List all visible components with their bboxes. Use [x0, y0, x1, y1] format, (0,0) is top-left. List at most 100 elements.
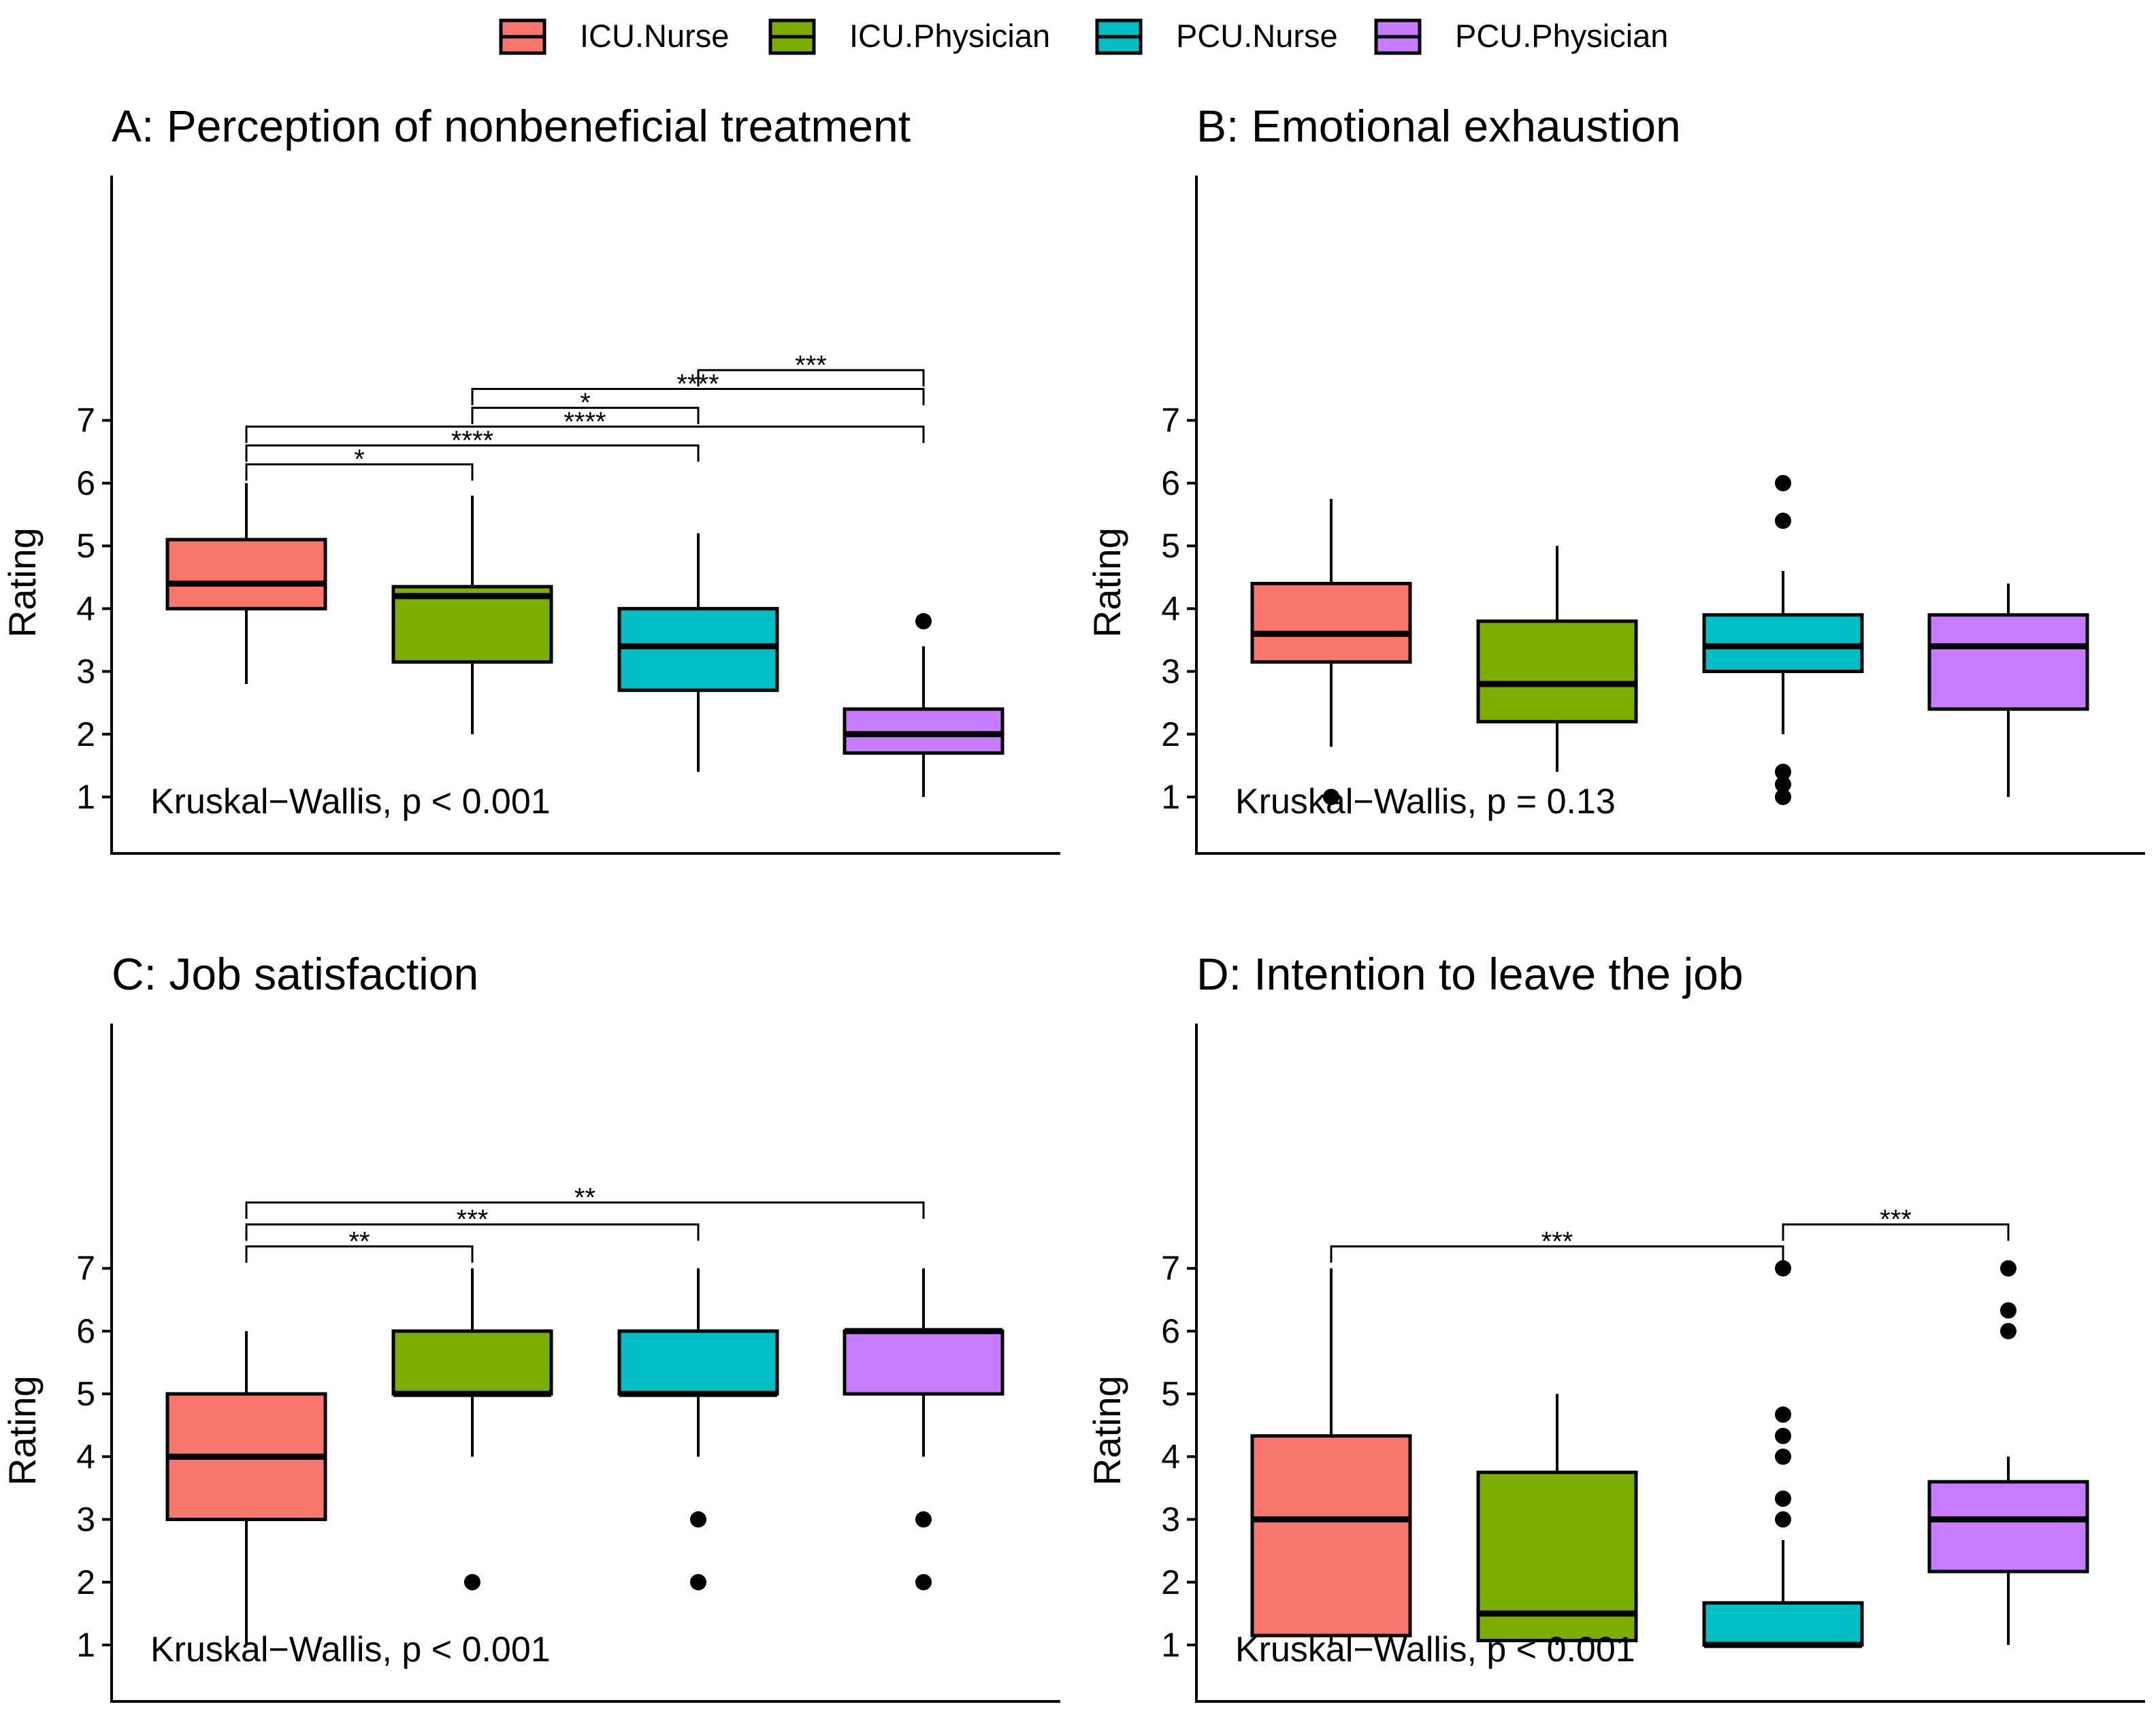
box-icu-physician	[1476, 546, 1638, 772]
outlier-point-0	[464, 1573, 480, 1590]
panel-title: D: Intention to leave the job	[1196, 949, 1744, 999]
y-tick-label: 5	[1161, 527, 1180, 565]
outlier-point-1	[915, 1511, 932, 1528]
significance-bracket-1: ***	[245, 1205, 700, 1241]
y-axis-title: Rating	[1, 1375, 44, 1486]
bracket-line	[245, 1223, 700, 1241]
outlier-point-0	[2000, 1322, 2016, 1339]
outlier-point-0	[915, 613, 932, 630]
box-pcu-nurse	[1702, 474, 1864, 805]
significance-label: ****	[451, 426, 493, 456]
significance-label: ****	[564, 407, 606, 437]
box-body	[1927, 1480, 2089, 1573]
box-body	[617, 606, 779, 692]
outlier-point-1	[690, 1511, 706, 1528]
box-body	[391, 585, 553, 664]
bracket-line	[471, 388, 925, 406]
significance-bracket-2: ****	[245, 407, 925, 443]
bracket-line	[245, 1201, 925, 1219]
y-tick-label: 1	[1161, 778, 1180, 816]
box-body	[1702, 613, 1864, 674]
significance-bracket-2: **	[245, 1183, 925, 1219]
significance-label: *	[354, 444, 365, 474]
y-tick-label: 3	[76, 653, 95, 691]
y-tick-label: 6	[1161, 464, 1180, 502]
box-icu-nurse	[165, 483, 327, 684]
significance-bracket-0: **	[245, 1226, 474, 1263]
bracket-line	[245, 1245, 474, 1263]
box-icu-nurse	[1250, 1268, 1412, 1645]
box-icu-physician	[391, 1268, 553, 1590]
bracket-line	[1782, 1223, 2010, 1241]
kruskal-wallis-label: Kruskal−Wallis, p = 0.13	[1235, 782, 1616, 821]
y-axis-title: Rating	[1, 527, 44, 638]
box-icu-physician	[1476, 1394, 1638, 1645]
significance-bracket-0: ***	[1330, 1226, 1784, 1263]
y-tick-label: 5	[1161, 1375, 1180, 1413]
box-pcu-nurse	[1702, 1260, 1864, 1648]
box-body	[165, 538, 327, 610]
outlier-point-0	[1775, 1511, 1791, 1528]
panel-d: D: Intention to leave the job 1 2 3 4 5 6 7 Rati…	[1085, 949, 2145, 1703]
outlier-point-2	[2000, 1260, 2016, 1277]
y-tick-label: 3	[1161, 1501, 1180, 1539]
panel-a: A: Perception of nonbeneficial treatment…	[1, 101, 1060, 855]
box-body	[1476, 619, 1638, 723]
box-body	[391, 1329, 553, 1396]
box-pcu-physician	[1927, 1260, 2089, 1645]
legend: ICU.Nurse ICU.Physician PCU.Nurse PCU.Physi…	[499, 18, 1668, 55]
y-tick-label: 6	[1161, 1312, 1180, 1350]
outlier-point-5	[1775, 1260, 1791, 1277]
y-tick-label: 4	[76, 589, 95, 627]
significance-bracket-0: *	[245, 444, 474, 481]
significance-label: ***	[1880, 1205, 1912, 1235]
box-pcu-nurse	[617, 533, 779, 772]
significance-label: ***	[457, 1205, 489, 1235]
kruskal-wallis-label: Kruskal−Wallis, p < 0.001	[1235, 1630, 1635, 1669]
outlier-point-0	[1323, 789, 1339, 805]
y-tick-label: 1	[76, 778, 95, 816]
box-pcu-physician	[1927, 583, 2089, 797]
box-body	[1702, 1601, 1864, 1647]
y-tick-label: 1	[1161, 1626, 1180, 1664]
significance-label: ***	[795, 350, 827, 380]
y-tick-label: 1	[76, 1626, 95, 1664]
panel-title: B: Emotional exhaustion	[1196, 101, 1681, 151]
y-axis-title: Rating	[1085, 527, 1128, 638]
y-tick-label: 4	[1161, 589, 1180, 627]
y-tick-label: 6	[76, 1312, 95, 1350]
outlier-point-1	[1775, 1490, 1791, 1507]
panel-title: A: Perception of nonbeneficial treatment	[112, 101, 911, 151]
outlier-point-3	[1775, 512, 1791, 529]
significance-label: *	[580, 388, 591, 418]
y-tick-label: 7	[76, 402, 95, 440]
kruskal-wallis-label: Kruskal−Wallis, p < 0.001	[150, 782, 551, 821]
outlier-point-0	[1775, 789, 1791, 805]
box-pcu-physician	[843, 1268, 1004, 1590]
box-icu-nurse	[165, 1331, 327, 1645]
outlier-point-0	[915, 1573, 932, 1590]
box-icu-nurse	[1250, 498, 1412, 805]
box-body	[1250, 581, 1412, 664]
y-tick-label: 7	[1161, 1250, 1180, 1288]
significance-bracket-1: ****	[245, 426, 700, 462]
bracket-line	[245, 444, 700, 462]
box-body	[1927, 613, 2089, 711]
y-tick-label: 5	[76, 527, 95, 565]
outlier-point-1	[1775, 776, 1791, 793]
legend-label-1: ICU.Physician	[849, 18, 1050, 54]
y-tick-label: 2	[1161, 1563, 1180, 1601]
bracket-line	[1330, 1245, 1784, 1263]
significance-label: **	[348, 1226, 370, 1256]
legend-label-3: PCU.Physician	[1455, 18, 1668, 54]
outlier-point-1	[2000, 1302, 2016, 1319]
y-tick-label: 7	[76, 1250, 95, 1288]
significance-label: ***	[1541, 1226, 1573, 1256]
bracket-line	[471, 406, 700, 425]
significance-bracket-3: *	[471, 388, 700, 425]
outlier-point-2	[1775, 1448, 1791, 1465]
box-pcu-physician	[843, 613, 1004, 797]
bracket-line	[697, 369, 925, 387]
panel-c: C: Job satisfaction1234567Rating*******K…	[1, 949, 1060, 1703]
